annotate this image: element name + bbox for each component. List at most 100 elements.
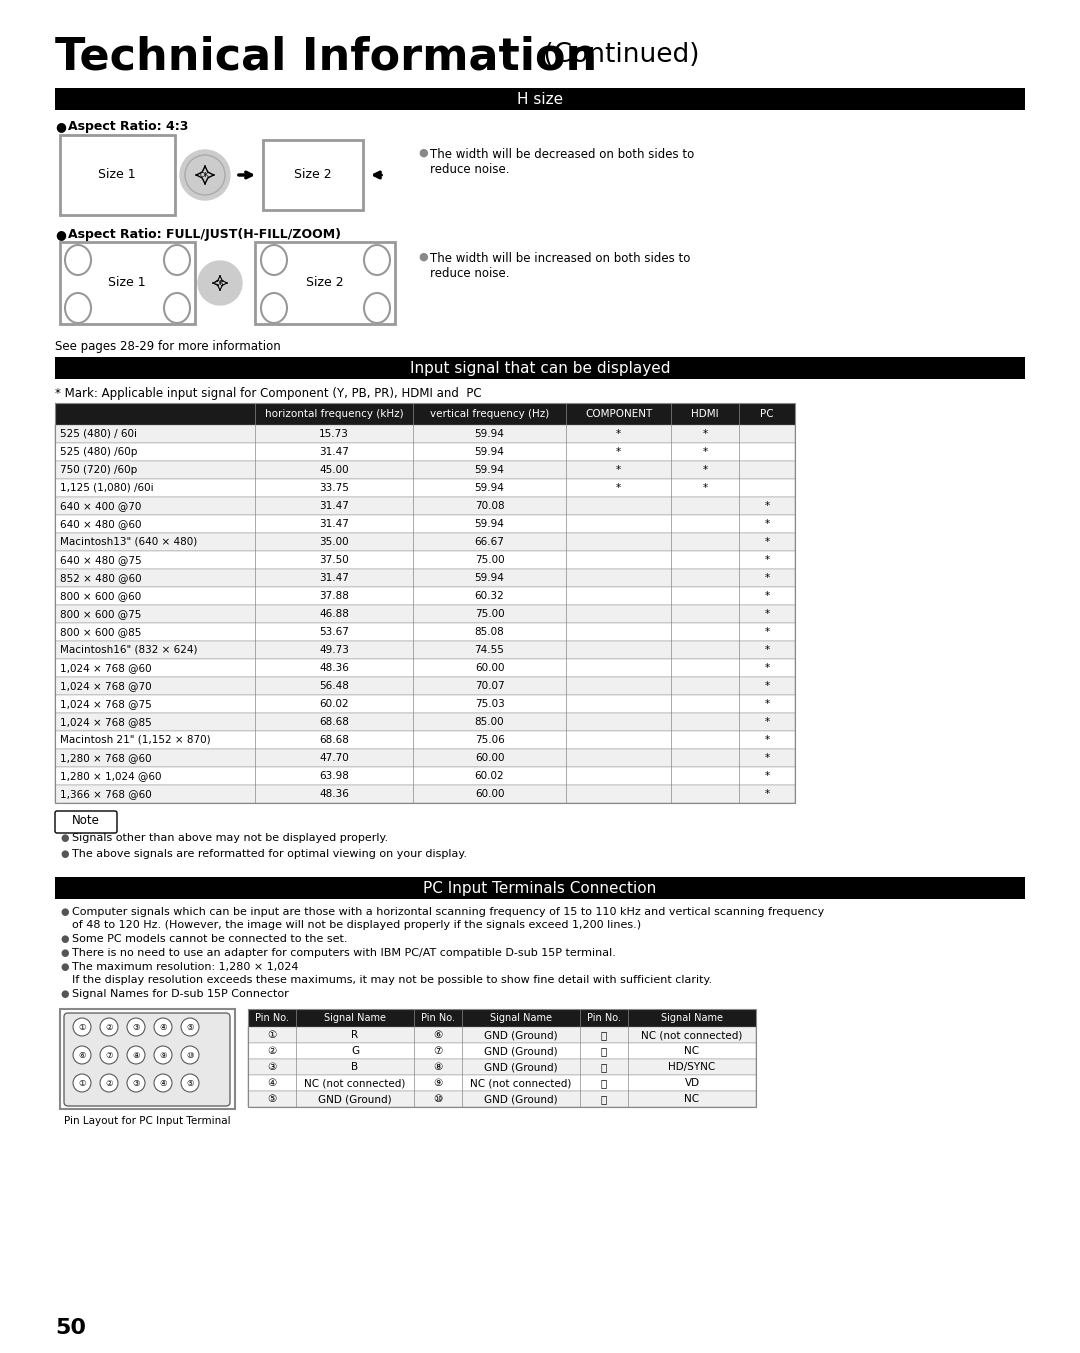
Text: Signals other than above may not be displayed properly.: Signals other than above may not be disp… [72, 833, 388, 843]
Text: Signal Names for D-sub 15P Connector: Signal Names for D-sub 15P Connector [72, 989, 288, 999]
Circle shape [154, 1017, 172, 1036]
Text: *: * [765, 754, 770, 763]
Bar [55, 713, 795, 731]
Bar [248, 1043, 756, 1059]
Text: ●: ● [55, 229, 66, 241]
Text: *: * [765, 645, 770, 655]
Text: Pin No.: Pin No. [588, 1013, 621, 1023]
Text: HD/SYNC: HD/SYNC [669, 1062, 716, 1072]
Text: *: * [616, 483, 621, 492]
Text: 70.07: 70.07 [475, 681, 504, 691]
Text: 640 × 480 @75: 640 × 480 @75 [60, 555, 141, 566]
Text: ●: ● [418, 252, 428, 262]
Text: COMPONENT: COMPONENT [585, 409, 652, 419]
Text: ③: ③ [132, 1078, 139, 1088]
Text: 49.73: 49.73 [319, 645, 349, 655]
Bar [248, 1009, 756, 1027]
Circle shape [127, 1017, 145, 1036]
Bar [55, 877, 1025, 898]
Text: Signal Name: Signal Name [324, 1013, 386, 1023]
Text: 75.06: 75.06 [474, 735, 504, 746]
Text: 56.48: 56.48 [319, 681, 349, 691]
Text: *: * [765, 735, 770, 746]
Text: 31.47: 31.47 [319, 520, 349, 529]
Bar [55, 676, 795, 695]
Circle shape [127, 1046, 145, 1063]
Text: 1,024 × 768 @60: 1,024 × 768 @60 [60, 663, 151, 672]
Bar [248, 1059, 756, 1076]
Text: 63.98: 63.98 [319, 771, 349, 781]
Text: NC (not connected): NC (not connected) [305, 1078, 406, 1088]
Text: 75.00: 75.00 [475, 555, 504, 566]
Text: 59.94: 59.94 [474, 483, 504, 492]
Text: ●: ● [60, 962, 68, 971]
Ellipse shape [164, 294, 190, 323]
Text: *: * [765, 591, 770, 601]
Bar [264, 139, 363, 210]
Text: There is no need to use an adapter for computers with IBM PC/AT compatible D-sub: There is no need to use an adapter for c… [72, 948, 616, 958]
Text: Aspect Ratio: 4:3: Aspect Ratio: 4:3 [68, 120, 188, 133]
Text: See pages 28-29 for more information: See pages 28-29 for more information [55, 340, 281, 353]
Text: OK: OK [200, 172, 210, 179]
Text: ③: ③ [268, 1062, 276, 1072]
Text: 48.36: 48.36 [319, 789, 349, 800]
Circle shape [73, 1046, 91, 1063]
Text: 640 × 480 @60: 640 × 480 @60 [60, 520, 141, 529]
Text: ⑨: ⑨ [159, 1050, 166, 1059]
Text: *: * [765, 609, 770, 620]
Text: 800 × 600 @60: 800 × 600 @60 [60, 591, 141, 601]
Text: ③: ③ [132, 1023, 139, 1031]
Text: *: * [765, 771, 770, 781]
Text: 53.67: 53.67 [319, 626, 349, 637]
Ellipse shape [364, 245, 390, 275]
Bar [55, 750, 795, 767]
Text: *: * [765, 681, 770, 691]
Text: NC: NC [685, 1095, 700, 1104]
Text: Macintosh 21" (1,152 × 870): Macintosh 21" (1,152 × 870) [60, 735, 211, 746]
Text: ⑤: ⑤ [186, 1078, 193, 1088]
Bar [248, 1009, 756, 1107]
Text: Aspect Ratio: FULL/JUST(H-FILL/ZOOM): Aspect Ratio: FULL/JUST(H-FILL/ZOOM) [68, 229, 341, 241]
Text: *: * [765, 789, 770, 800]
Text: 68.68: 68.68 [319, 735, 349, 746]
Circle shape [100, 1074, 118, 1092]
Text: Note: Note [72, 815, 100, 828]
Text: 60.00: 60.00 [475, 754, 504, 763]
Text: GND (Ground): GND (Ground) [319, 1095, 392, 1104]
Text: 31.47: 31.47 [319, 446, 349, 457]
Text: 59.94: 59.94 [474, 429, 504, 438]
FancyBboxPatch shape [55, 810, 117, 833]
Text: The maximum resolution: 1,280 × 1,024: The maximum resolution: 1,280 × 1,024 [72, 962, 298, 971]
Text: *: * [616, 429, 621, 438]
Text: 60.02: 60.02 [475, 771, 504, 781]
FancyBboxPatch shape [64, 1013, 230, 1105]
Text: *: * [765, 700, 770, 709]
Bar [55, 515, 795, 533]
Bar [248, 1076, 756, 1091]
Text: 68.68: 68.68 [319, 717, 349, 727]
Text: 800 × 600 @75: 800 × 600 @75 [60, 609, 141, 620]
Text: ②: ② [268, 1046, 276, 1055]
Text: 60.00: 60.00 [475, 789, 504, 800]
Text: Some PC models cannot be connected to the set.: Some PC models cannot be connected to th… [72, 934, 348, 944]
Text: of 48 to 120 Hz. (However, the image will not be displayed properly if the signa: of 48 to 120 Hz. (However, the image wil… [72, 920, 642, 930]
Text: 1,280 × 1,024 @60: 1,280 × 1,024 @60 [60, 771, 162, 781]
Text: 31.47: 31.47 [319, 501, 349, 511]
Text: *: * [702, 465, 707, 475]
Text: Signal Name: Signal Name [661, 1013, 723, 1023]
Text: 15.73: 15.73 [319, 429, 349, 438]
Text: Size 2: Size 2 [307, 276, 343, 290]
Text: *: * [765, 520, 770, 529]
Text: OK: OK [215, 280, 225, 285]
Text: GND (Ground): GND (Ground) [484, 1030, 557, 1040]
Circle shape [181, 1046, 199, 1063]
Text: 31.47: 31.47 [319, 574, 349, 583]
Text: 74.55: 74.55 [474, 645, 504, 655]
Bar [55, 497, 795, 515]
Text: Input signal that can be displayed: Input signal that can be displayed [409, 360, 671, 376]
Text: 750 (720) /60p: 750 (720) /60p [60, 465, 137, 475]
Text: *: * [765, 626, 770, 637]
Text: 60.02: 60.02 [320, 700, 349, 709]
Text: Technical Information: Technical Information [55, 35, 597, 78]
Text: 35.00: 35.00 [320, 537, 349, 547]
